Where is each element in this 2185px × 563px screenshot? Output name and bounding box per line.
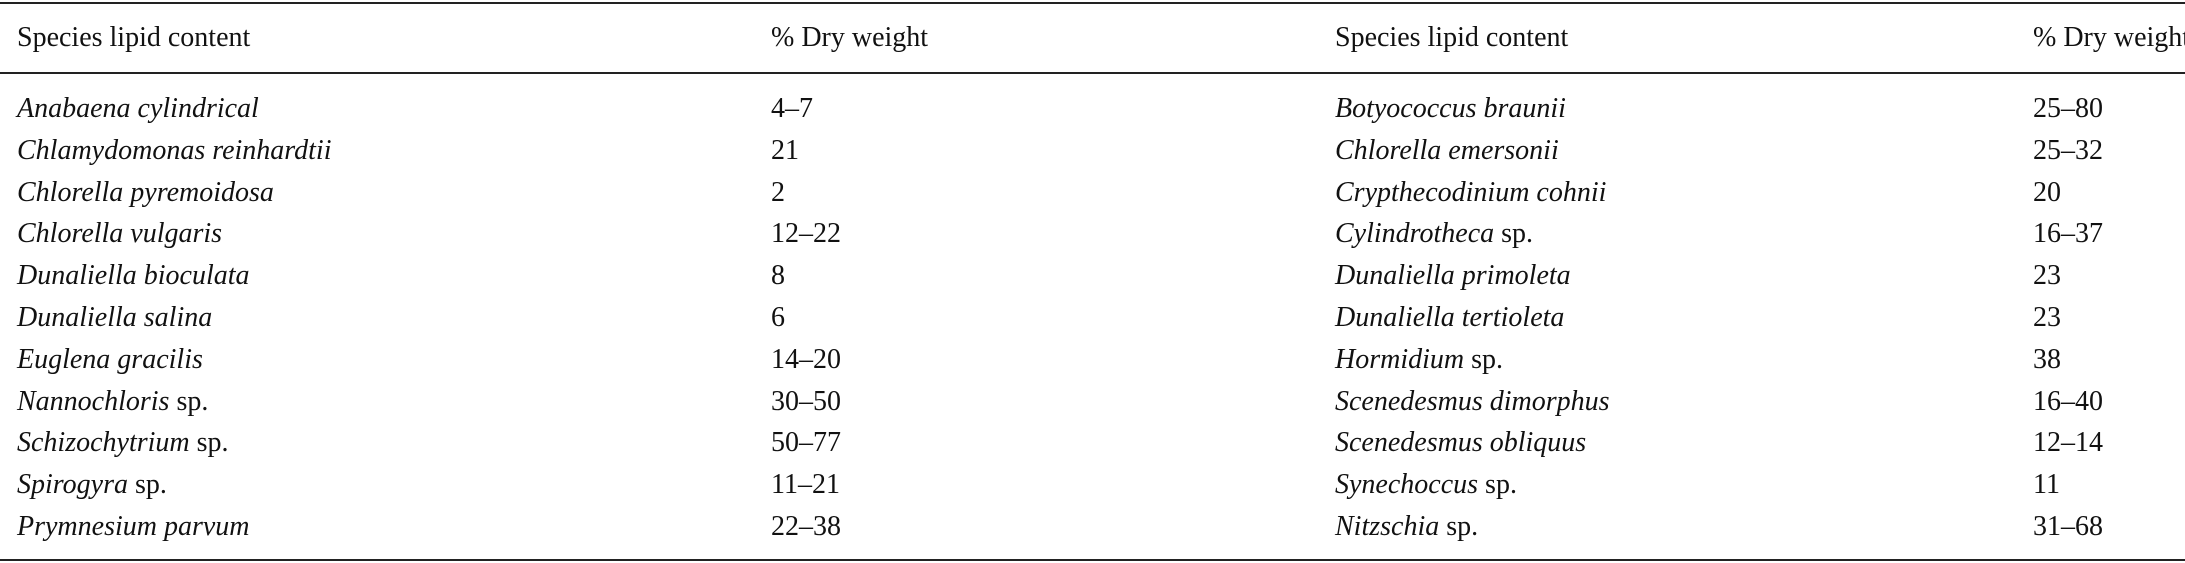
value-cell: 8 [771, 260, 785, 292]
species-suffix: sp. [1446, 511, 1479, 542]
species-name: Prymnesium parvum [17, 511, 250, 542]
value-cell: 22–38 [771, 511, 841, 542]
species-name: Euglena gracilis [17, 343, 203, 375]
species-name: Crypthecodinium cohnii [1335, 176, 1607, 208]
species-name: Scenedesmus dimorphus [1335, 385, 1610, 417]
species-name: Schizochytrium [17, 427, 190, 459]
species-name: Chlorella pyremoidosa [17, 176, 274, 208]
header-cell: Species lipid content [1335, 22, 1569, 53]
species-suffix: sp. [176, 385, 209, 417]
species-cell: Chlorella emersonii [1335, 134, 1559, 166]
value-cell: 2 [771, 176, 785, 208]
species-name: Dunaliella primoleta [1335, 260, 1571, 292]
value-cell: 23 [2033, 260, 2061, 292]
species-cell: Dunaliella salina [17, 304, 212, 332]
value-cell: 11 [2033, 469, 2060, 501]
species-cell: Chlorella vulgaris [17, 220, 222, 248]
header-rule [0, 72, 2185, 74]
value-cell: 20 [2033, 176, 2061, 208]
species-name: Cylindrotheca [1335, 218, 1495, 250]
value-cell: 50–77 [771, 427, 841, 459]
species-cell: Spirogyra sp. [17, 471, 167, 499]
species-cell: Cylindrotheca sp. [1335, 220, 1533, 248]
species-name: Dunaliella tertioleta [1335, 302, 1565, 333]
species-cell: Hormidium sp. [1335, 343, 1504, 375]
species-cell: Prymnesium parvum [17, 513, 250, 541]
species-cell: Chlorella pyremoidosa [17, 176, 274, 208]
value-cell: 23 [2033, 302, 2061, 333]
species-suffix: sp. [1485, 469, 1517, 501]
header-cell: Species lipid content [17, 22, 251, 53]
species-cell: Botyococcus braunii [1335, 95, 1566, 123]
value-cell: 6 [771, 302, 785, 333]
species-name: Synechoccus [1335, 469, 1479, 501]
value-cell: 21 [771, 134, 799, 166]
value-cell: 25–80 [2033, 93, 2103, 124]
value-cell: 12–14 [2033, 427, 2103, 459]
value-cell: 11–21 [771, 469, 840, 501]
species-name: Dunaliella salina [17, 302, 213, 333]
species-cell: Schizochytrium sp. [17, 429, 229, 457]
species-cell: Dunaliella primoleta [1335, 262, 1571, 290]
species-cell: Scenedesmus dimorphus [1335, 385, 1610, 417]
header-cell: % Dry weight [2033, 22, 2185, 53]
species-cell: Dunaliella bioculata [17, 262, 250, 290]
species-name: Nitzschia [1335, 511, 1440, 542]
value-cell: 38 [2033, 343, 2061, 375]
value-cell: 4–7 [771, 93, 813, 124]
top-rule [0, 2, 2185, 4]
species-name: Chlamydomonas reinhardtii [17, 134, 332, 166]
bottom-rule [0, 559, 2185, 561]
species-cell: Scenedesmus obliquus [1335, 429, 1586, 457]
species-cell: Crypthecodinium cohnii [1335, 176, 1607, 208]
species-suffix: sp. [134, 469, 167, 501]
species-suffix: sp. [196, 427, 229, 459]
species-name: Chlorella vulgaris [17, 218, 223, 250]
species-name: Scenedesmus obliquus [1335, 427, 1587, 459]
species-cell: Synechoccus sp. [1335, 471, 1517, 499]
value-cell: 16–37 [2033, 218, 2103, 250]
species-name: Anabaena cylindrical [17, 93, 259, 124]
species-name: Botyococcus braunii [1335, 93, 1566, 124]
header-cell: % Dry weight [771, 22, 929, 53]
value-cell: 12–22 [771, 218, 841, 250]
species-name: Chlorella emersonii [1335, 134, 1559, 166]
species-suffix: sp. [1501, 218, 1534, 250]
species-name: Dunaliella bioculata [17, 260, 250, 292]
species-suffix: sp. [1471, 343, 1504, 375]
value-cell: 30–50 [771, 385, 841, 417]
value-cell: 25–32 [2033, 134, 2103, 166]
species-cell: Chlamydomonas reinhardtii [17, 134, 332, 166]
value-cell: 31–68 [2033, 511, 2103, 542]
species-cell: Nannochloris sp. [17, 385, 209, 417]
species-cell: Dunaliella tertioleta [1335, 304, 1564, 332]
species-name: Nannochloris [17, 385, 170, 417]
value-cell: 16–40 [2033, 385, 2103, 417]
species-cell: Anabaena cylindrical [17, 95, 259, 123]
species-name: Hormidium [1335, 343, 1465, 375]
value-cell: 14–20 [771, 343, 841, 375]
species-name: Spirogyra [17, 469, 128, 501]
species-cell: Nitzschia sp. [1335, 513, 1478, 541]
species-cell: Euglena gracilis [17, 343, 203, 375]
